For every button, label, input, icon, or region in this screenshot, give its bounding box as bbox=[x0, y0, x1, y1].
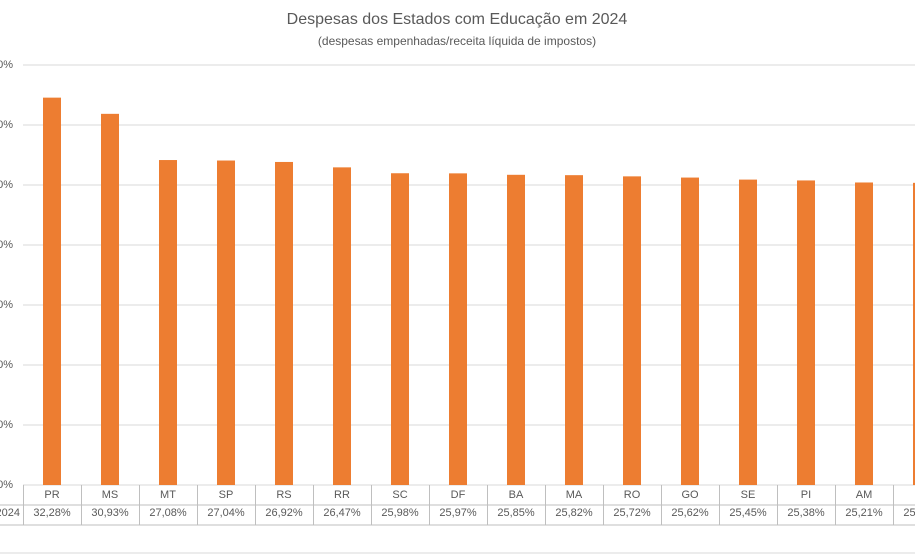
x-tick-label: SE bbox=[741, 489, 756, 501]
x-tick-label: RO bbox=[624, 489, 641, 501]
value-label: 25,82% bbox=[555, 507, 593, 519]
bar bbox=[507, 174, 525, 486]
legend-label: 2024 bbox=[0, 507, 20, 519]
chart-title: Despesas dos Estados com Educação em 202… bbox=[287, 11, 628, 28]
bar bbox=[275, 161, 293, 485]
x-tick-label: PI bbox=[801, 489, 811, 501]
bar bbox=[623, 176, 641, 486]
x-tick-label: DF bbox=[451, 489, 466, 501]
y-tick-label: 0,00% bbox=[0, 479, 13, 491]
bar bbox=[565, 175, 583, 485]
bar bbox=[855, 182, 873, 486]
bar bbox=[739, 179, 757, 485]
value-label: 26,47% bbox=[323, 507, 361, 519]
bar bbox=[449, 173, 467, 486]
y-tick-label: 35,00% bbox=[0, 59, 13, 71]
x-tick-label: MT bbox=[160, 489, 176, 501]
bar bbox=[681, 177, 699, 485]
y-tick-label: 5,00% bbox=[0, 419, 13, 431]
value-label: 30,93% bbox=[91, 507, 129, 519]
value-label: 25,18% bbox=[903, 507, 915, 519]
value-label: 27,04% bbox=[207, 507, 245, 519]
y-tick-label: 10,00% bbox=[0, 359, 13, 371]
value-label: 25,21% bbox=[845, 507, 883, 519]
value-label: 25,97% bbox=[439, 507, 477, 519]
value-label: 25,85% bbox=[497, 507, 535, 519]
value-label: 25,62% bbox=[671, 507, 709, 519]
value-label: 25,98% bbox=[381, 507, 419, 519]
value-label: 27,08% bbox=[149, 507, 187, 519]
y-tick-label: 20,00% bbox=[0, 239, 13, 251]
value-label: 32,28% bbox=[33, 507, 71, 519]
bar bbox=[913, 182, 915, 485]
x-tick-label: RS bbox=[276, 489, 291, 501]
value-label: 25,45% bbox=[729, 507, 767, 519]
x-tick-label: MA bbox=[566, 489, 583, 501]
x-tick-label: PR bbox=[44, 489, 59, 501]
y-tick-label: 15,00% bbox=[0, 299, 13, 311]
x-tick-label: BA bbox=[509, 489, 524, 501]
x-tick-label: GO bbox=[681, 489, 699, 501]
bar bbox=[101, 113, 119, 485]
bar bbox=[43, 97, 61, 485]
x-tick-label: SC bbox=[392, 489, 407, 501]
value-label: 25,72% bbox=[613, 507, 651, 519]
y-tick-label: 25,00% bbox=[0, 179, 13, 191]
x-tick-label: RR bbox=[334, 489, 350, 501]
x-tick-label: MS bbox=[102, 489, 119, 501]
chart-subtitle: (despesas empenhadas/receita líquida de … bbox=[318, 34, 596, 48]
bar bbox=[333, 167, 351, 486]
x-tick-label: SP bbox=[219, 489, 234, 501]
x-tick-label: AM bbox=[856, 489, 873, 501]
bar bbox=[391, 173, 409, 486]
bar bbox=[797, 180, 815, 485]
y-tick-label: 30,00% bbox=[0, 119, 13, 131]
bar bbox=[217, 160, 235, 485]
bar bbox=[159, 160, 177, 486]
value-label: 25,38% bbox=[787, 507, 825, 519]
value-label: 26,92% bbox=[265, 507, 303, 519]
